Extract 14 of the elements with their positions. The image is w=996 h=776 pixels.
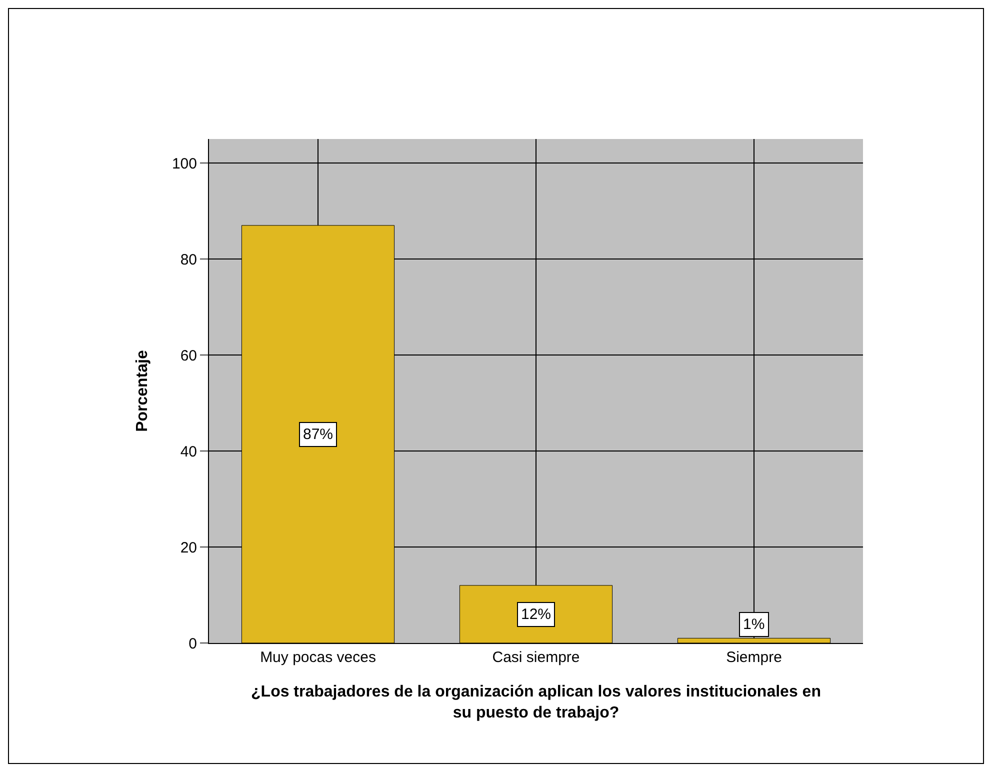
x-tick-label: Siempre (726, 649, 782, 666)
y-tick-label: 20 (180, 539, 197, 556)
y-tick-label: 60 (180, 347, 197, 364)
y-axis-title: Porcentaje (134, 350, 151, 432)
data-label: 87% (303, 426, 334, 443)
y-tick-label: 80 (180, 251, 197, 268)
y-tick-label: 0 (188, 635, 197, 652)
x-tick-label: Muy pocas veces (260, 649, 376, 666)
y-tick-label: 100 (172, 155, 197, 172)
y-tick-label: 40 (180, 443, 197, 460)
x-axis-title: ¿Los trabajadores de la organización aplican los valores institucionales en su puesto de trabajo? (251, 684, 821, 722)
x-tick-label: Casi siempre (492, 649, 580, 666)
data-label: 1% (743, 616, 765, 633)
data-label: 12% (521, 606, 552, 623)
